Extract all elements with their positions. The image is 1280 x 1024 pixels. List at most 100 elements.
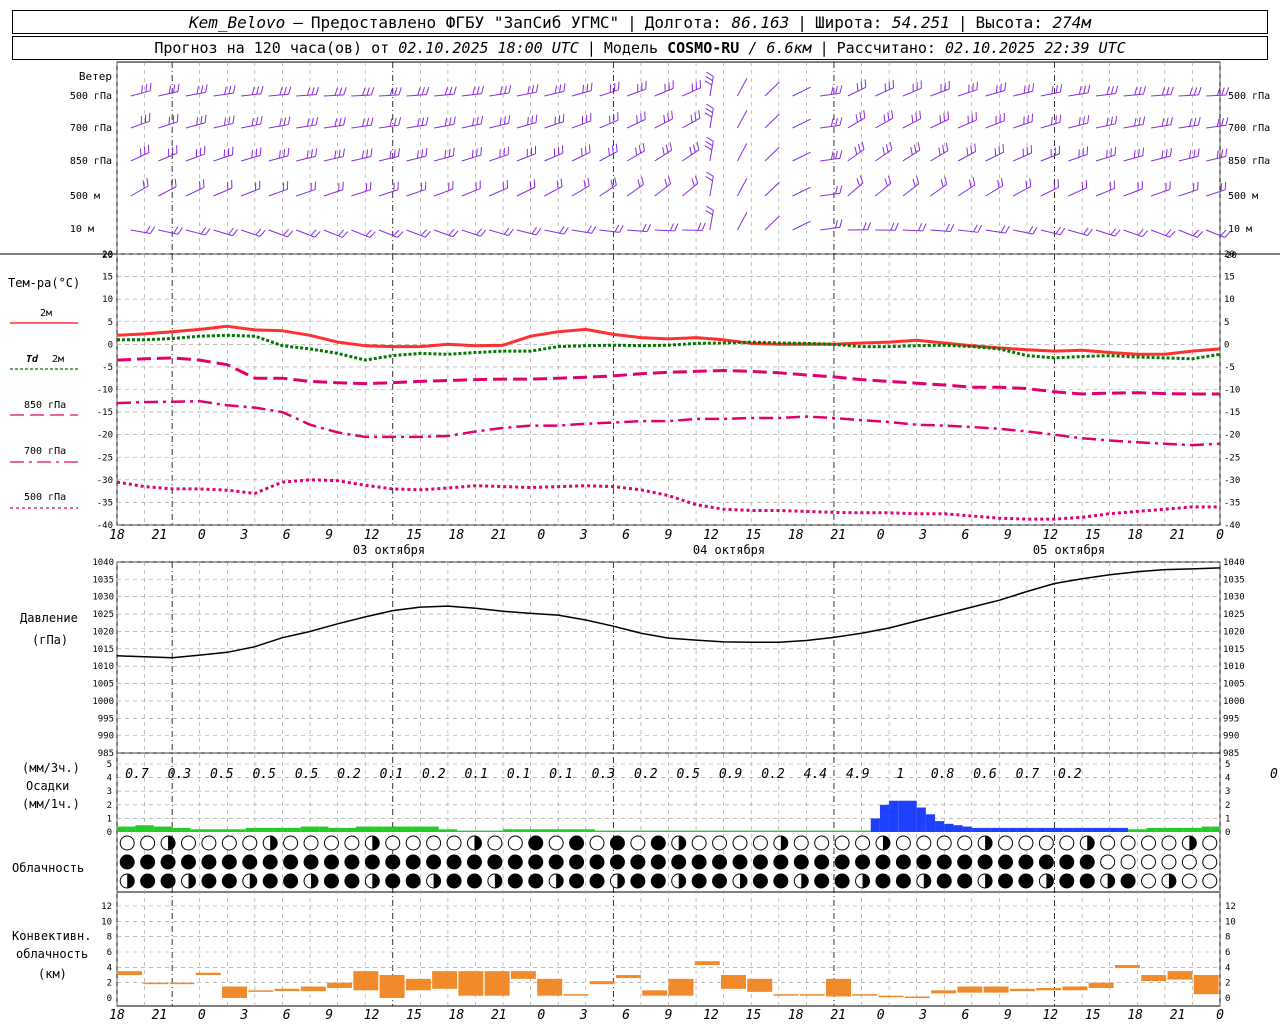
wind-barb-feather bbox=[556, 180, 559, 189]
wind-barb-feather bbox=[1216, 150, 1219, 159]
wind-barb bbox=[185, 227, 211, 236]
cloud-cover-circle bbox=[773, 873, 789, 889]
wind-barb-feather bbox=[338, 149, 341, 158]
wind-barb bbox=[351, 117, 374, 129]
cloud-cover-symbol bbox=[895, 873, 911, 889]
wind-barb-feather bbox=[202, 179, 205, 188]
wind-barb-feather bbox=[174, 178, 177, 187]
wind-barb-feather bbox=[425, 148, 428, 157]
wind-barb-feather bbox=[1189, 150, 1192, 159]
wind-barb-feather bbox=[665, 144, 669, 153]
wind-barb bbox=[874, 175, 892, 197]
cloud-cover-circle bbox=[528, 873, 544, 889]
wind-barb-shaft bbox=[351, 156, 371, 162]
wind-barb-feather bbox=[1078, 117, 1081, 126]
wind-barb-feather bbox=[173, 84, 176, 93]
wind-barb bbox=[764, 215, 780, 231]
cloud-cover-symbol bbox=[569, 873, 585, 889]
wind-barb-feather bbox=[139, 148, 142, 157]
wind-barb-shaft bbox=[544, 152, 563, 162]
wind-barb-feather bbox=[857, 144, 861, 153]
wind-barb-feather bbox=[839, 150, 843, 159]
precip-bar-solid bbox=[981, 827, 991, 832]
cloud-cover-circle bbox=[916, 835, 932, 851]
wind-barb bbox=[1013, 113, 1034, 129]
wind-barb bbox=[930, 111, 950, 129]
wind-barb-shaft bbox=[736, 212, 748, 231]
cloud-cover-symbol bbox=[752, 835, 768, 851]
precip-tick-label: 5 bbox=[1225, 760, 1230, 770]
convective-bar bbox=[747, 978, 773, 992]
wind-barb-feather bbox=[283, 117, 287, 126]
cloud-cover-fill bbox=[923, 874, 931, 888]
cloud-cover-symbol bbox=[1018, 873, 1034, 889]
wind-barb-feather bbox=[1193, 117, 1197, 126]
wind-panel-title: Ветер bbox=[79, 70, 112, 83]
cloud-cover-symbol bbox=[630, 835, 646, 851]
wind-barb-feather bbox=[584, 146, 587, 155]
wind-barb bbox=[1040, 145, 1060, 162]
cloud-cover-fill bbox=[494, 874, 502, 888]
precip-bar-liquid bbox=[576, 829, 586, 832]
cloud-cover-symbol bbox=[814, 854, 830, 870]
wind-barb-feather bbox=[251, 86, 255, 95]
wind-barb-shaft bbox=[433, 188, 454, 197]
precip-bar-liquid bbox=[429, 826, 439, 832]
wind-barb bbox=[240, 180, 261, 197]
cloud-cover-symbol bbox=[201, 854, 217, 870]
wind-scale-label: 20 bbox=[102, 251, 113, 261]
wind-barb bbox=[1040, 114, 1062, 129]
model-label: Модель bbox=[603, 39, 659, 57]
wind-barb-shaft bbox=[406, 94, 427, 97]
temperature-tick-label: 0 bbox=[108, 340, 113, 350]
convective-unit: (км) bbox=[38, 967, 67, 981]
precip-unit-1h: (мм/1ч.) bbox=[22, 797, 80, 811]
cloud-cover-symbol bbox=[323, 873, 339, 889]
cloud-cover-symbol bbox=[1038, 835, 1054, 851]
cloud-cover-circle bbox=[814, 854, 830, 870]
wind-barb-feather bbox=[480, 147, 482, 156]
precip-bar-liquid bbox=[797, 830, 807, 832]
wind-barb-feather bbox=[334, 150, 337, 159]
convective-tick-label: 2 bbox=[1225, 979, 1230, 989]
wind-barb-feather bbox=[260, 85, 264, 94]
wind-barb bbox=[1013, 226, 1038, 235]
cloud-cover-symbol bbox=[1120, 854, 1136, 870]
wind-barb bbox=[764, 181, 780, 197]
precip-bar-liquid bbox=[475, 830, 485, 832]
wind-barb-feather bbox=[1170, 116, 1173, 125]
wind-barb-feather bbox=[705, 141, 713, 147]
wind-barb-feather bbox=[1051, 116, 1053, 125]
wind-barb-feather bbox=[1142, 116, 1146, 125]
wind-barb-feather bbox=[448, 228, 455, 236]
cloud-cover-symbol bbox=[242, 854, 258, 870]
wind-barb-feather bbox=[255, 116, 259, 126]
wind-barb bbox=[599, 143, 618, 162]
cloud-cover-fill bbox=[249, 874, 257, 888]
wind-barb-feather bbox=[508, 115, 511, 124]
cloud-cover-symbol bbox=[752, 873, 768, 889]
wind-barb-feather bbox=[884, 178, 888, 187]
temperature-tick-label: -10 bbox=[97, 386, 113, 396]
wind-barb-feather bbox=[939, 115, 942, 124]
hour-tick-label: 3 bbox=[239, 1008, 248, 1023]
date-label: 03 октября bbox=[353, 543, 425, 557]
wind-barb-shaft bbox=[847, 86, 866, 97]
wind-barb bbox=[296, 229, 321, 238]
cloud-cover-symbol bbox=[650, 854, 666, 870]
convective-title-1: Конвективн. bbox=[12, 929, 91, 943]
wind-barb-shaft bbox=[213, 154, 233, 162]
wind-barb-feather bbox=[279, 87, 283, 96]
cloud-cover-circle bbox=[712, 835, 728, 851]
altitude-label: Высота: bbox=[975, 12, 1043, 32]
cloud-cover-circle bbox=[589, 854, 605, 870]
wind-barb-shaft bbox=[599, 151, 618, 162]
wind-barb-feather bbox=[338, 117, 342, 126]
wind-barb-shaft bbox=[902, 118, 921, 129]
wind-barb-shaft bbox=[902, 149, 921, 162]
wind-barb-feather bbox=[232, 85, 236, 94]
precip-bar-solid bbox=[916, 807, 926, 832]
cloud-cover-fill bbox=[739, 874, 747, 888]
wind-barb-feather bbox=[669, 223, 674, 231]
